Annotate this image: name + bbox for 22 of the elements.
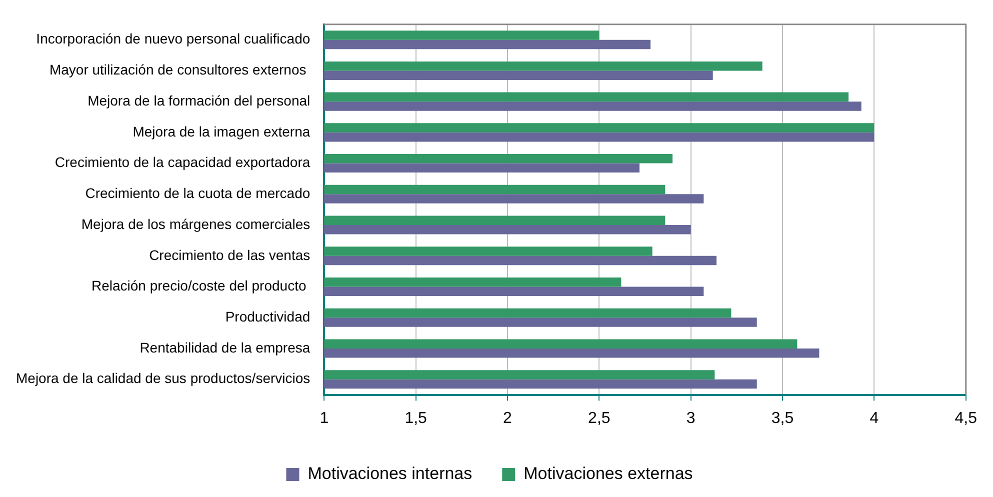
x-tick-label: 3: [686, 410, 696, 427]
y-tick-label: Mejora de la formación del personal: [88, 92, 310, 108]
y-tick-label: Crecimiento de las ventas: [149, 246, 310, 263]
y-tick-label: Incorporación de nuevo personal cualificado: [36, 30, 310, 47]
x-tick-label: 4: [870, 410, 879, 427]
y-tick-label: Productividad: [225, 308, 310, 324]
x-tick-label: 2,5: [588, 410, 610, 427]
x-tick-label: 1,5: [404, 410, 428, 427]
y-tick-label: Crecimiento de la capacidad exportadora: [54, 154, 310, 170]
x-tick-label: 2: [503, 410, 512, 427]
y-tick-label: Mejora de la calidad de sus productos/servicios: [16, 370, 310, 386]
x-tick-label: 4,5: [954, 410, 978, 427]
y-tick-label: Rentabilidad de la empresa: [140, 339, 310, 356]
legend-label: Motivaciones externas: [524, 464, 693, 484]
x-tick-label: 3,5: [771, 410, 794, 427]
x-tick-label: 1: [320, 410, 329, 427]
y-tick-label: Mayor utilización de consultores externos: [49, 62, 310, 78]
y-tick-label: Crecimiento de la cuota de mercado: [85, 185, 310, 202]
y-tick-label: Mejora de la imagen externa: [132, 123, 310, 140]
y-tick-label: Relación precio/coste del producto: [91, 278, 310, 294]
y-tick-label: Mejora de los márgenes comerciales: [81, 216, 310, 232]
legend-label: Motivaciones internas: [308, 464, 472, 484]
